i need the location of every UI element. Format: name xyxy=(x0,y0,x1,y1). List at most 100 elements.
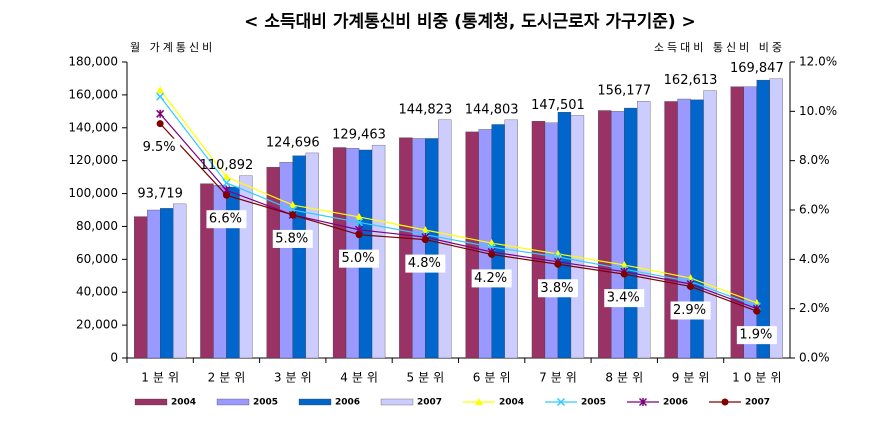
x-tick-label: 1분위 xyxy=(141,371,183,385)
y-axis-label: 월 가계통신비 xyxy=(130,41,215,54)
legend-label: 2007 xyxy=(745,398,770,408)
line-point xyxy=(421,236,429,244)
x-tick-label: 9분위 xyxy=(672,371,714,385)
line-value-label: 1.9% xyxy=(739,328,772,343)
bar xyxy=(637,101,651,359)
legend-swatch xyxy=(463,398,495,405)
label-box xyxy=(339,249,380,268)
line-point xyxy=(753,307,761,315)
legend-swatch xyxy=(545,397,577,407)
line xyxy=(159,123,758,312)
label-box xyxy=(670,301,711,320)
line-point xyxy=(355,231,363,239)
line-point xyxy=(638,397,648,407)
line-value-label: 6.6% xyxy=(209,212,242,227)
legend-swatch xyxy=(298,398,332,406)
line-point xyxy=(355,218,364,227)
legend-label: 2006 xyxy=(663,398,688,408)
line-point xyxy=(475,398,483,405)
legend-label: 2004 xyxy=(171,398,196,408)
legend-swatch xyxy=(134,398,168,406)
legend-swatch xyxy=(709,398,741,406)
line-point xyxy=(687,282,695,290)
bar xyxy=(292,155,306,359)
legend-label: 2005 xyxy=(581,398,606,408)
line-point xyxy=(421,225,430,233)
y-tick-label: 160,000 xyxy=(68,87,118,101)
line-point xyxy=(222,172,231,180)
x-tick-label: 10분위 xyxy=(732,371,785,385)
bar-value-label: 169,847 xyxy=(730,61,784,76)
label-box xyxy=(471,269,512,288)
y2-tick-label: 10.0% xyxy=(799,104,837,118)
line-value-label: 5.0% xyxy=(342,251,375,266)
y2-tick-label: 12.0% xyxy=(799,55,837,69)
x-tick-label: 7분위 xyxy=(539,371,581,385)
bar-value-label: 110,892 xyxy=(200,158,254,173)
label-box xyxy=(272,229,313,248)
bar xyxy=(557,112,572,359)
line-value-label: 2.9% xyxy=(673,303,706,318)
bar xyxy=(399,137,413,359)
y2-tick-label: 6.0% xyxy=(799,203,830,217)
legend-label: 2007 xyxy=(417,398,442,408)
label-box xyxy=(537,279,578,298)
bar xyxy=(200,183,214,359)
bar-value-label: 162,613 xyxy=(664,73,718,88)
chart-title: < 소득대비 가계통신비 비중 (통계청, 도시근로자 가구기준) > xyxy=(244,11,696,32)
bar xyxy=(703,90,717,359)
legend-label: 2005 xyxy=(253,398,278,408)
line-value-label: 4.8% xyxy=(408,256,441,271)
y-tick-label: 60,000 xyxy=(76,252,118,266)
bar xyxy=(172,203,187,359)
legend-swatch xyxy=(380,398,414,406)
line xyxy=(159,89,758,304)
y2-tick-label: 2.0% xyxy=(799,301,830,315)
line-point xyxy=(156,109,165,118)
line-value-label: 5.8% xyxy=(275,231,308,246)
line-value-label: 3.8% xyxy=(540,281,573,296)
line-point xyxy=(222,191,230,199)
line-point xyxy=(556,397,566,407)
line xyxy=(159,96,758,307)
line-value-label: 4.2% xyxy=(474,271,507,286)
legend-label: 2006 xyxy=(335,398,360,408)
bar xyxy=(531,121,546,359)
bar xyxy=(146,209,161,359)
y-tick-label: 40,000 xyxy=(76,285,118,299)
x-tick-label: 4분위 xyxy=(340,371,382,385)
bar xyxy=(504,119,518,359)
bar xyxy=(664,101,678,359)
x-tick-label: 6분위 xyxy=(473,371,515,385)
bar-value-label: 144,823 xyxy=(398,102,452,117)
line-value-label: 9.5% xyxy=(143,140,176,155)
y-tick-label: 80,000 xyxy=(76,219,118,233)
bar xyxy=(611,111,625,359)
bar-value-label: 156,177 xyxy=(597,84,651,99)
line-point xyxy=(554,260,562,268)
y2-axis-label: 소득대비 통신비 비중 xyxy=(654,41,785,54)
line-point xyxy=(156,120,164,128)
y2-tick-label: 8.0% xyxy=(799,153,830,167)
label-box xyxy=(140,138,181,157)
bar xyxy=(266,167,280,359)
x-tick-label: 5분위 xyxy=(406,371,448,385)
legend-swatch xyxy=(216,398,250,406)
line-point xyxy=(289,211,297,219)
bar xyxy=(279,162,293,359)
y-tick-label: 180,000 xyxy=(68,55,118,69)
label-box xyxy=(604,289,645,308)
y-tick-label: 140,000 xyxy=(68,120,118,134)
line xyxy=(159,113,758,310)
x-tick-label: 8분위 xyxy=(605,371,647,385)
bar xyxy=(756,79,770,359)
bar xyxy=(624,107,638,359)
bar xyxy=(159,208,174,359)
line-point xyxy=(156,92,165,101)
bar-value-label: 93,719 xyxy=(137,186,183,201)
bar xyxy=(570,115,585,359)
line-point xyxy=(156,86,165,94)
label-box xyxy=(736,326,777,345)
bar xyxy=(769,78,783,359)
line-series xyxy=(156,120,761,315)
